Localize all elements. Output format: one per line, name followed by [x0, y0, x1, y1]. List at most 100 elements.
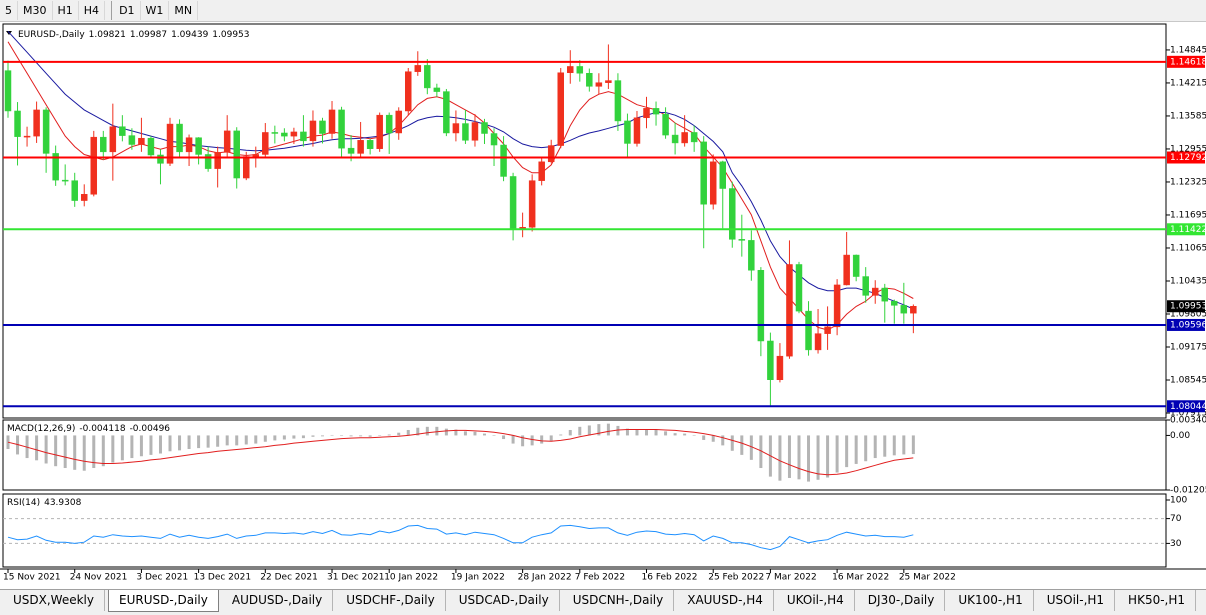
candle-body	[385, 114, 393, 134]
candle-body	[290, 131, 298, 137]
chart-tab[interactable]: UKOil-,H4	[777, 590, 855, 611]
candle-body	[729, 188, 736, 240]
x-tick-label: 15 Nov 2021	[3, 573, 61, 583]
candle-body	[786, 264, 793, 357]
candle-body	[214, 152, 221, 169]
macd-bar	[197, 435, 201, 449]
macd-bar	[787, 435, 791, 478]
chart-tab[interactable]: USDCAD-,Daily	[449, 590, 560, 611]
macd-bar	[730, 435, 734, 451]
timeframe-button[interactable]: MN	[169, 1, 199, 20]
macd-bar	[530, 435, 534, 446]
macd-bar	[578, 426, 582, 436]
macd-bar	[139, 435, 143, 457]
macd-bar	[311, 435, 315, 437]
macd-bar	[635, 429, 639, 436]
macd-bar	[854, 435, 858, 464]
price-label: 1.09596	[1170, 320, 1206, 330]
macd-bar	[625, 428, 629, 436]
chart-tab[interactable]: HK50-,H1	[1118, 590, 1197, 611]
candle-body	[4, 70, 12, 112]
timeframe-button[interactable]: D1	[114, 1, 141, 20]
price-label-box	[1167, 318, 1205, 331]
x-tick-label: 24 Nov 2021	[70, 573, 128, 583]
toolbar-separator	[105, 1, 113, 20]
candle-body	[195, 137, 202, 155]
candle-body	[262, 132, 269, 155]
macd-frame	[2, 419, 1167, 491]
macd-bar	[559, 434, 563, 436]
timeframe-button[interactable]: M30	[18, 1, 53, 20]
chart-tab[interactable]: USDCHF-,Daily	[336, 590, 446, 611]
price-label-box	[1167, 400, 1205, 413]
x-tick-label: 19 Jan 2022	[451, 573, 505, 583]
candle-body	[500, 144, 507, 177]
macd-bar	[158, 435, 162, 454]
chart-tab[interactable]: AUDUSD-,Daily	[222, 590, 334, 611]
x-tick-label: 3 Dec 2021	[136, 573, 188, 583]
candle-body	[90, 136, 98, 195]
candle-body	[824, 326, 831, 334]
candle-body	[300, 131, 307, 142]
chart-tabs: USDX,Weekly EURUSD-,Daily AUDUSD-,Daily USD…	[0, 589, 1206, 615]
candle-body	[595, 82, 603, 87]
header-part: 1.09439	[171, 30, 208, 40]
macd-bar	[692, 434, 696, 436]
chart-tab[interactable]: USDX,Weekly	[3, 590, 105, 611]
macd-bar	[797, 435, 801, 480]
chart-tab[interactable]: USOil-,H1	[1037, 590, 1116, 611]
macd-bar	[387, 434, 391, 436]
tab-nav[interactable]: ◀▶	[1196, 590, 1206, 611]
candle-body	[605, 80, 612, 83]
x-tick-label: 10 Jan 2022	[384, 573, 438, 583]
y-tick-label: 1.12955	[1170, 144, 1206, 154]
macd-bar	[816, 435, 820, 480]
macd-bar	[892, 435, 896, 456]
macd-bar	[416, 427, 420, 436]
timeframe-button[interactable]: H4	[79, 1, 106, 20]
moving-average	[7, 41, 914, 331]
y-tick-label: 1.11065	[1170, 243, 1206, 253]
candle-body	[567, 66, 574, 73]
candle-body	[147, 137, 155, 156]
macd-bar	[549, 435, 553, 441]
macd-bar	[63, 435, 67, 469]
macd-bar	[807, 435, 811, 482]
candle-body	[843, 254, 850, 286]
macd-bar	[111, 435, 115, 463]
candle-body	[614, 80, 622, 122]
x-tick-label: 7 Feb 2022	[575, 573, 625, 583]
chart-tab[interactable]: DJ30-,Daily	[858, 590, 946, 611]
y-tick-label: 1.14215	[1170, 78, 1206, 88]
candle-body	[586, 73, 593, 87]
indicator-header: RSI(14) 43.9308	[7, 498, 82, 508]
macd-bar	[616, 425, 620, 436]
current-price-label: 1.09953	[1170, 302, 1206, 312]
candle-body	[433, 87, 441, 92]
macd-bar	[263, 435, 267, 442]
macd-bar	[244, 435, 248, 445]
candle-body	[204, 154, 212, 169]
timeframe-button[interactable]: W1	[141, 1, 170, 20]
chart-tab[interactable]: UK100-,H1	[948, 590, 1034, 611]
candle-body	[643, 108, 650, 119]
x-tick-label: 13 Dec 2021	[194, 573, 252, 583]
macd-bar	[225, 435, 229, 446]
chart-tab[interactable]: EURUSD-,Daily	[108, 590, 219, 612]
candle-body	[776, 355, 784, 381]
macd-bar	[702, 435, 706, 440]
chart-tab[interactable]: XAUUSD-,H4	[677, 590, 774, 611]
macd-bar	[683, 433, 687, 436]
timeframe-button[interactable]: H1	[53, 1, 79, 20]
timeframe-button[interactable]: 5	[0, 1, 18, 20]
price-label: 1.11422	[1170, 225, 1206, 235]
y-tick-label: 1.09805	[1170, 309, 1206, 319]
macd-bar	[378, 435, 382, 436]
macd-bar	[778, 435, 782, 481]
chart-tab[interactable]: USDCNH-,Daily	[563, 590, 675, 611]
header-part: RSI(14)	[7, 498, 40, 508]
candle-body	[223, 130, 231, 153]
macd-bar	[73, 435, 77, 470]
macd-bar	[483, 433, 486, 436]
